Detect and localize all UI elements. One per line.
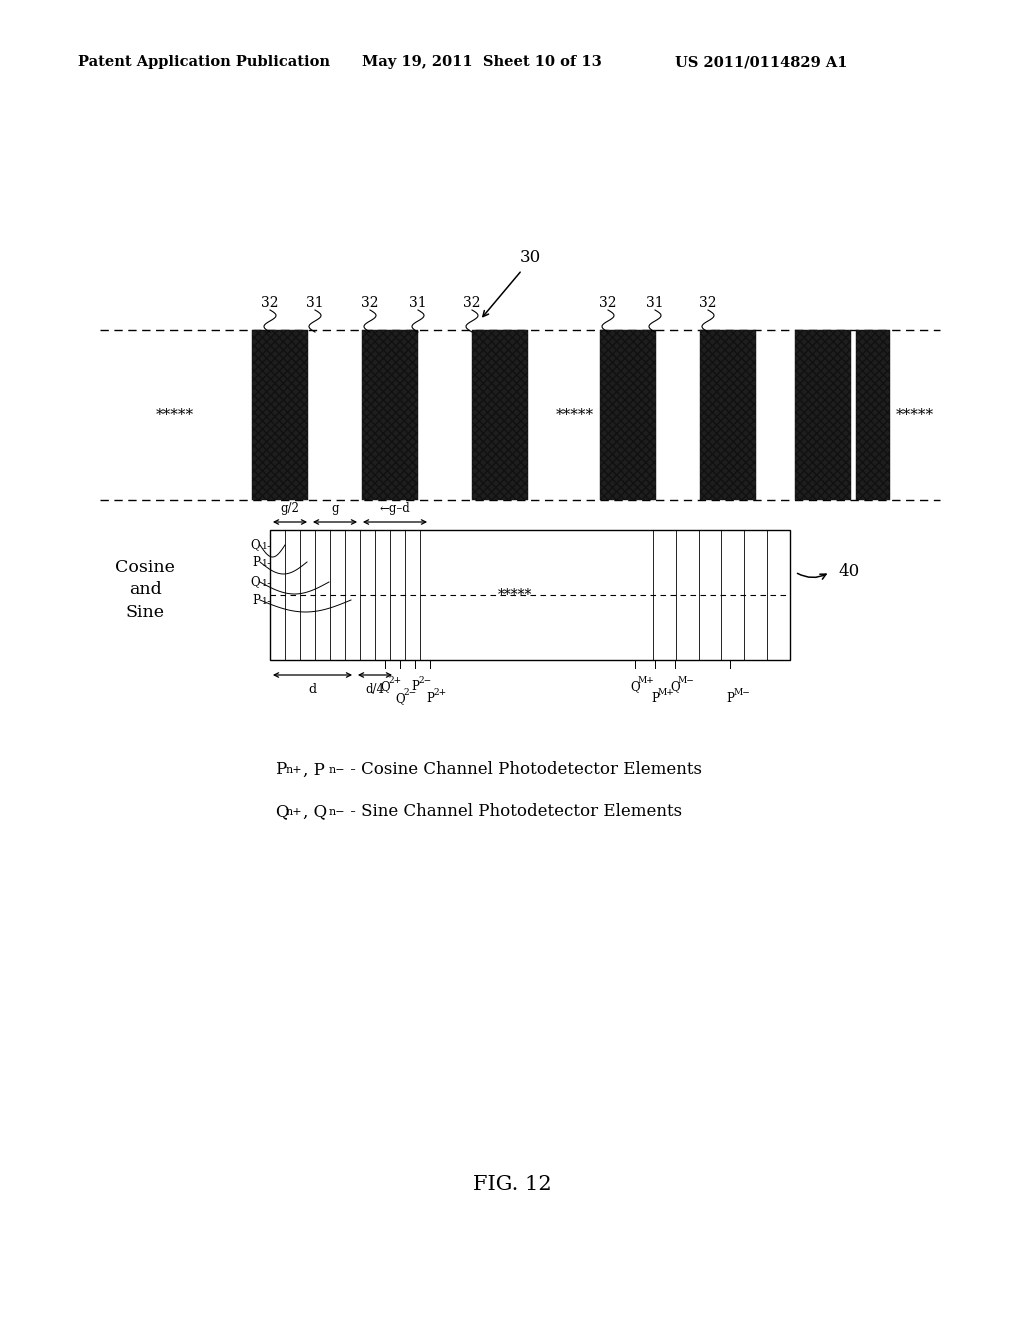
Text: 32: 32 [261,296,279,310]
Text: Q: Q [251,539,260,552]
Text: 2+: 2+ [433,688,446,697]
Text: Q: Q [380,680,390,693]
Text: 32: 32 [599,296,616,310]
Text: ←g–d: ←g–d [380,502,411,515]
Text: 31: 31 [306,296,324,310]
Text: M+: M+ [638,676,654,685]
Bar [700,330,756,500]
Text: d/4: d/4 [366,682,384,696]
Text: Q: Q [275,804,289,821]
Text: d: d [308,682,316,696]
Text: M+: M+ [658,688,675,697]
Bar [795,330,851,500]
Text: Cosine
and
Sine: Cosine and Sine [115,560,175,620]
Text: 2−: 2− [418,676,431,685]
Text: P: P [426,692,434,705]
Text: - Cosine Channel Photodetector Elements: - Cosine Channel Photodetector Elements [345,762,702,779]
Text: P: P [726,692,734,705]
Text: n+: n+ [286,807,303,817]
Text: n−: n− [329,807,346,817]
Text: *****: ***** [156,408,195,422]
Text: 40: 40 [838,564,859,581]
Text: 1+: 1+ [262,543,275,550]
Text: 32: 32 [699,296,717,310]
Text: Q: Q [251,576,260,589]
Text: n+: n+ [286,766,303,775]
Bar [362,330,418,500]
Text: Q: Q [395,692,404,705]
Text: 32: 32 [361,296,379,310]
Text: , P: , P [303,762,325,779]
Bar [856,330,890,500]
Text: Q: Q [630,680,640,693]
Bar [252,330,308,500]
Text: 2−: 2− [403,688,416,697]
Text: *****: ***** [556,408,594,422]
Text: P: P [252,594,260,606]
Text: 31: 31 [646,296,664,310]
Text: n−: n− [329,766,346,775]
Text: g: g [331,502,339,515]
Text: FIG. 12: FIG. 12 [473,1176,551,1195]
Text: - Sine Channel Photodetector Elements: - Sine Channel Photodetector Elements [345,804,682,821]
Text: P: P [651,692,658,705]
Text: May 19, 2011  Sheet 10 of 13: May 19, 2011 Sheet 10 of 13 [362,55,602,69]
Text: 1−: 1− [262,597,275,606]
Text: M−: M− [733,688,750,697]
Text: US 2011/0114829 A1: US 2011/0114829 A1 [675,55,848,69]
Text: M−: M− [678,676,694,685]
Text: 2+: 2+ [388,676,401,685]
Text: 30: 30 [519,249,541,267]
Text: P: P [411,680,419,693]
Bar [472,330,528,500]
Text: *****: ***** [896,408,934,422]
Text: Q: Q [670,680,680,693]
Text: 32: 32 [463,296,480,310]
Text: 1+: 1+ [262,558,275,568]
Text: 1−: 1− [262,579,275,587]
Text: Patent Application Publication: Patent Application Publication [78,55,330,69]
Text: 31: 31 [410,296,427,310]
Text: g/2: g/2 [281,502,299,515]
Bar [270,531,790,660]
Text: , Q: , Q [303,804,327,821]
Text: P: P [275,762,287,779]
Bar [600,330,656,500]
Text: *****: ***** [498,587,532,602]
Text: P: P [252,556,260,569]
